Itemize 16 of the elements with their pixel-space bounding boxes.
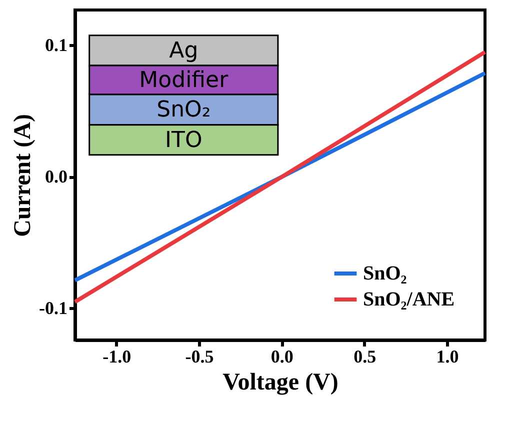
x-tick-label: 0.0 xyxy=(270,346,294,366)
y-tick-label: 0.1 xyxy=(45,35,68,55)
annotation: ITO xyxy=(165,128,202,153)
annotation: Modifier xyxy=(139,68,230,93)
x-tick-label: 0.5 xyxy=(354,346,376,366)
y-tick-label: 0.0 xyxy=(45,166,68,186)
annotation: SnO₂ xyxy=(156,98,211,123)
x-tick-label: -0.5 xyxy=(185,346,214,366)
legend-label: SnO₂ xyxy=(363,262,407,284)
x-tick-label: -1.0 xyxy=(102,346,132,366)
y-axis-title: Current (A) xyxy=(10,114,36,237)
annotation: Ag xyxy=(169,38,198,64)
x-axis-title: Voltage (V) xyxy=(222,370,338,396)
y-tick-label: -0.1 xyxy=(39,298,68,318)
x-tick-label: 1.0 xyxy=(436,346,459,366)
legend-label: SnO₂/ANE xyxy=(363,288,455,310)
